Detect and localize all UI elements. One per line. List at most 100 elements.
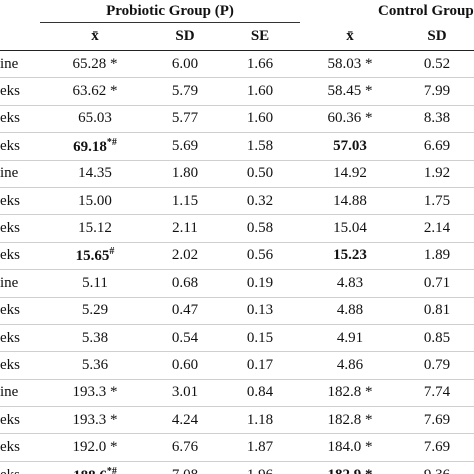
- cell-value: 63.62 *: [72, 83, 118, 100]
- cell-value: 4.86: [336, 356, 364, 373]
- cell: 1.60: [220, 77, 300, 106]
- cell: 9.36: [400, 461, 474, 474]
- cell: 15.12: [40, 214, 150, 243]
- cell-value: 5.36: [81, 356, 109, 373]
- cell-value: 65.28 *: [72, 55, 118, 72]
- cell: 0.79: [400, 351, 474, 380]
- cell-value: 182.8 *: [327, 384, 373, 401]
- cell: 184.0 *: [300, 433, 400, 462]
- cell: 0.50: [220, 160, 300, 188]
- cell: 0.54: [150, 324, 220, 353]
- cell-value: 14.92: [333, 165, 367, 182]
- cell-value: 5.11: [82, 274, 108, 291]
- cell: 0.13: [220, 297, 300, 325]
- cell: 57.03: [300, 132, 400, 161]
- cell: 1.87: [220, 433, 300, 462]
- cell-value: 192.0 *: [72, 439, 118, 456]
- table-row: eks 193.3 * 4.24 1.18 182.8 * 7.69: [0, 406, 474, 435]
- cell: 5.36: [40, 351, 150, 380]
- cell: 5.38: [40, 324, 150, 353]
- group-header: Probiotic Group (P): [40, 0, 300, 23]
- table-row: eks 15.00 1.15 0.32 14.88 1.75: [0, 187, 474, 216]
- cell: 4.88: [300, 297, 400, 325]
- cell-value: 5.29: [81, 302, 109, 319]
- cell-value: 15.65: [75, 248, 110, 265]
- cell: 6.76: [150, 433, 220, 462]
- cell: 65.03: [40, 105, 150, 134]
- cell: 6.69: [400, 132, 474, 161]
- cell-value: 4.91: [336, 329, 364, 346]
- cell-value: 15.23: [333, 247, 367, 264]
- row-label: eks: [0, 242, 40, 271]
- row-label: eks: [0, 187, 40, 216]
- row-label: ine: [0, 160, 40, 188]
- cell: 14.88: [300, 187, 400, 216]
- cell-value: 65.03: [78, 110, 112, 127]
- corner: [0, 22, 40, 51]
- cell: 7.74: [400, 379, 474, 408]
- table-row: eks 5.38 0.54 0.15 4.91 0.85: [0, 324, 474, 353]
- cell: 14.35: [40, 160, 150, 188]
- cell-value: 193.3 *: [72, 384, 118, 401]
- cell: 1.60: [220, 105, 300, 134]
- cell-value: 60.36 *: [327, 110, 373, 127]
- cell-mark: #: [109, 246, 115, 258]
- cell: 2.02: [150, 242, 220, 271]
- cell: 1.92: [400, 160, 474, 188]
- cell: 1.66: [220, 50, 300, 79]
- row-label: ine: [0, 379, 40, 408]
- column-header: x̄: [40, 22, 150, 51]
- row-label: eks: [0, 105, 40, 134]
- table-row: eks188.6*#7.081.96182.9 *9.36: [0, 461, 474, 474]
- cell: 7.08: [150, 461, 220, 474]
- cell-value: 15.12: [78, 220, 112, 237]
- cell: 192.0 *: [40, 433, 150, 462]
- cell: 15.23: [300, 242, 400, 271]
- cell-mark: *#: [106, 465, 117, 474]
- cell: 2.11: [150, 214, 220, 243]
- row-label: eks: [0, 351, 40, 380]
- row-label: ine: [0, 269, 40, 298]
- cell-value: 5.38: [81, 329, 109, 346]
- cell: 1.58: [220, 132, 300, 161]
- group-header: Control Group: [378, 2, 474, 19]
- cell: 1.15: [150, 187, 220, 216]
- cell: 0.52: [400, 50, 474, 79]
- cell: 1.75: [400, 187, 474, 216]
- cell: 5.69: [150, 132, 220, 161]
- column-header: SD: [150, 22, 220, 51]
- cell: 0.47: [150, 297, 220, 325]
- cell-value: 182.9 *: [328, 467, 373, 474]
- cell: 4.24: [150, 406, 220, 435]
- cell: 7.69: [400, 406, 474, 435]
- cell-value: 15.04: [333, 220, 367, 237]
- table-row: eks 5.29 0.47 0.13 4.88 0.81: [0, 297, 474, 325]
- cell: 193.3 *: [40, 379, 150, 408]
- cell: 0.19: [220, 269, 300, 298]
- cell-value: 193.3 *: [72, 411, 118, 428]
- cell-value: 182.8 *: [327, 411, 373, 428]
- cell-value: 57.03: [333, 137, 367, 154]
- cell-mark: *#: [106, 136, 117, 148]
- cell: 63.62 *: [40, 77, 150, 106]
- table-row: eks 63.62 * 5.79 1.60 58.45 * 7.99: [0, 77, 474, 106]
- cell: 1.89: [400, 242, 474, 271]
- cell: 3.01: [150, 379, 220, 408]
- cell-value: 188.6: [73, 468, 107, 474]
- cell-value: 4.88: [336, 302, 364, 319]
- cell: 69.18*#: [40, 132, 150, 161]
- cell: 15.65#: [40, 242, 150, 271]
- row-label: eks: [0, 77, 40, 106]
- cell: 193.3 *: [40, 406, 150, 435]
- cell: 4.83: [300, 269, 400, 298]
- column-header: SD: [400, 22, 474, 51]
- cell: 5.77: [150, 105, 220, 134]
- corner: [0, 0, 40, 23]
- cell-value: 14.35: [78, 165, 112, 182]
- table-row: eks 5.36 0.60 0.17 4.86 0.79: [0, 351, 474, 380]
- cell-value: 14.88: [333, 192, 367, 209]
- cell: 0.32: [220, 187, 300, 216]
- table-row: eks 15.12 2.11 0.58 15.04 2.14: [0, 214, 474, 243]
- column-header: SE: [220, 22, 300, 51]
